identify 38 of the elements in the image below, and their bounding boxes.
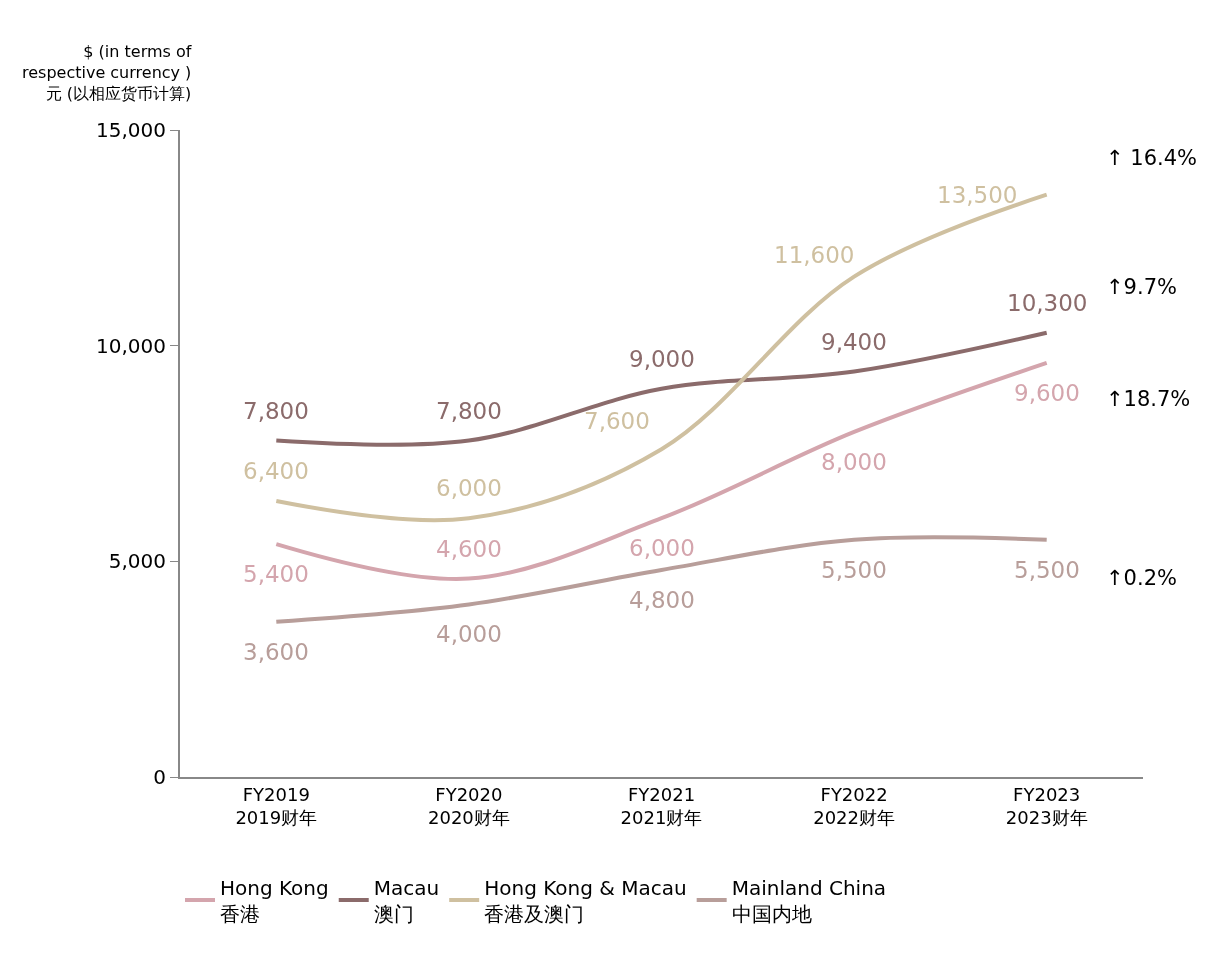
data-label: 5,500 — [821, 557, 887, 583]
data-label: 10,300 — [1007, 290, 1088, 316]
data-label: 9,000 — [629, 346, 695, 372]
data-label: 8,000 — [821, 449, 887, 475]
data-label: 4,800 — [629, 587, 695, 613]
data-label: 6,400 — [243, 458, 309, 484]
data-label: 4,600 — [436, 536, 502, 562]
data-label: 7,800 — [243, 398, 309, 424]
data-label: 3,600 — [243, 639, 309, 665]
data-label: 7,600 — [584, 408, 650, 434]
annotation: ↑18.7% — [1106, 387, 1191, 411]
x-tick-label: FY2021 2021财年 — [620, 783, 703, 828]
legend-label: Hong Kong 香港 — [220, 875, 329, 926]
x-tick-label: FY2019 2019财年 — [235, 783, 318, 828]
annotation: ↑ 16.4% — [1106, 146, 1197, 170]
data-label: 11,600 — [774, 242, 855, 268]
x-tick-label: FY2022 2022财年 — [813, 783, 896, 828]
data-label: 7,800 — [436, 398, 502, 424]
annotation: ↑9.7% — [1106, 275, 1177, 299]
data-label: 6,000 — [629, 535, 695, 561]
annotation: ↑0.2% — [1106, 566, 1177, 590]
y-tick-label: 0 — [153, 765, 166, 789]
legend-label: Mainland China 中国内地 — [731, 875, 887, 926]
y-tick-label: 10,000 — [96, 333, 166, 358]
data-label: 6,000 — [436, 475, 502, 501]
y-tick-label: 15,000 — [96, 118, 166, 142]
data-label: 4,000 — [436, 621, 502, 647]
data-label: 5,400 — [243, 561, 309, 587]
y-tick-label: 5,000 — [108, 549, 166, 574]
legend-label: Macau 澳门 — [373, 875, 440, 926]
legend-label: Hong Kong & Macau 香港及澳门 — [484, 875, 687, 926]
x-tick-label: FY2023 2023财年 — [1005, 783, 1088, 828]
data-label: 9,600 — [1014, 380, 1080, 406]
data-label: 5,500 — [1014, 557, 1080, 583]
y-axis-title: $ (in terms of respective currency ) 元 (以相应货币计算) — [22, 42, 192, 103]
data-label: 13,500 — [937, 182, 1018, 208]
x-tick-label: FY2020 2020财年 — [427, 783, 510, 828]
data-label: 9,400 — [821, 329, 887, 355]
